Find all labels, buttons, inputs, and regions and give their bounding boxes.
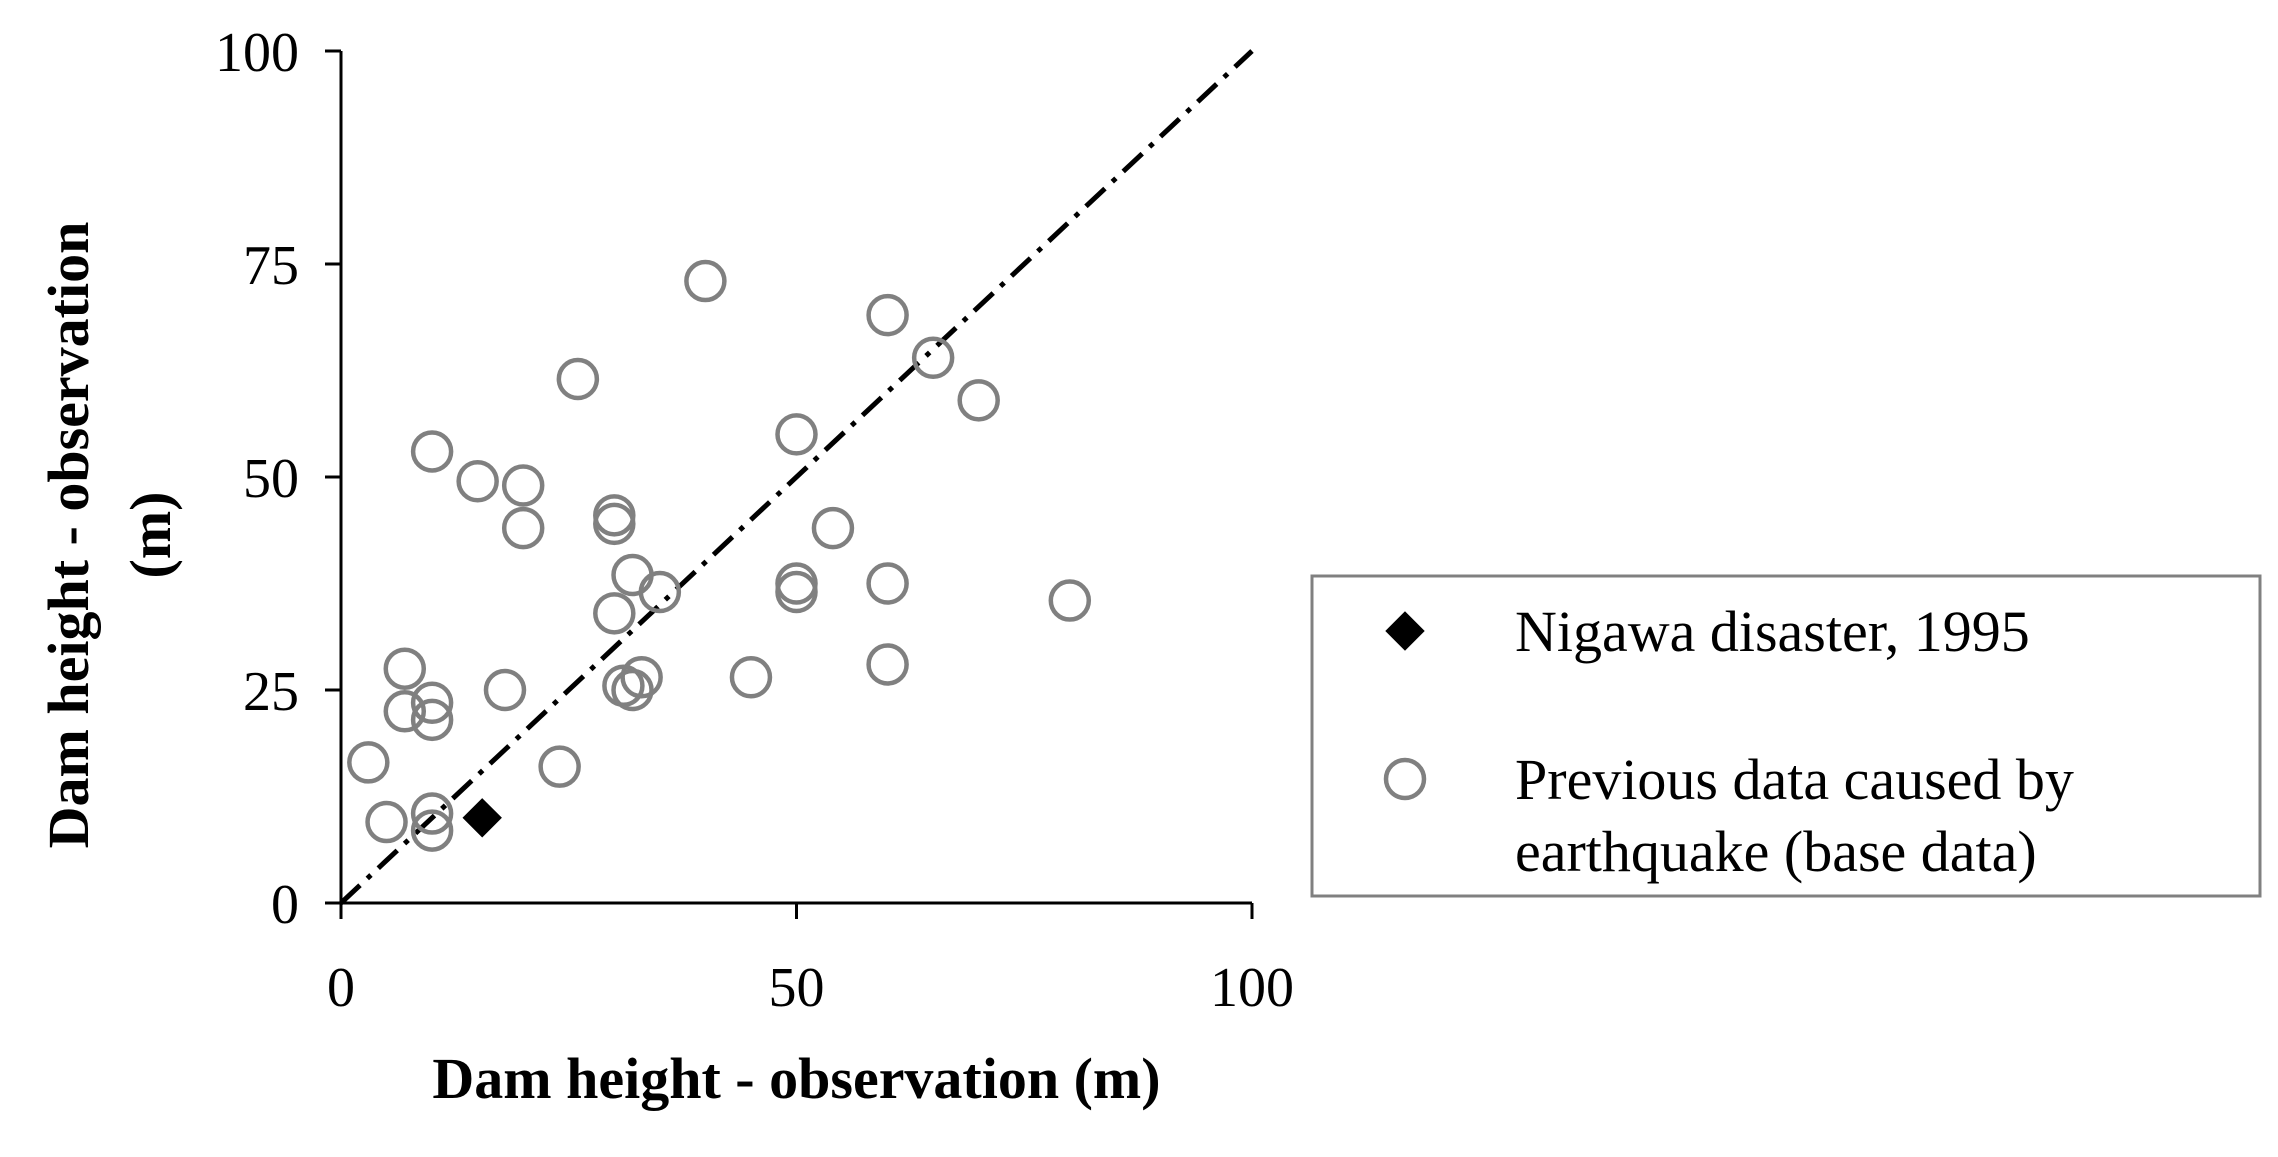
y-axis-title-line: Dam height - observation [36, 222, 101, 849]
series-group [462, 798, 502, 838]
y-tick-label: 50 [243, 448, 299, 510]
data-point [775, 562, 818, 605]
legend: Nigawa disaster, 1995 Previous data cause… [1310, 574, 2262, 898]
data-point [347, 741, 390, 784]
data-point [775, 570, 818, 614]
data-point [593, 494, 636, 537]
data-point [410, 430, 454, 473]
data-point [383, 647, 427, 690]
data-point [410, 681, 454, 725]
y-tick-label: 75 [243, 235, 299, 297]
data-point [365, 800, 408, 844]
y-tick-label: 0 [271, 874, 299, 936]
data-point [1048, 579, 1092, 622]
data-point [684, 259, 727, 303]
data-point [462, 798, 502, 838]
reference-line-1to1 [339, 49, 1254, 905]
plot-area [339, 49, 1254, 905]
data-point [410, 792, 454, 835]
data-point [620, 655, 663, 699]
data-point [811, 506, 855, 550]
data-point [501, 464, 545, 507]
data-point [501, 506, 545, 550]
data-point [410, 698, 454, 742]
data-point [593, 502, 636, 546]
x-tick-label: 0 [327, 957, 355, 1019]
y-axis-title-line: (m) [118, 492, 183, 579]
data-marks [347, 259, 1092, 852]
legend-label: earthquake (base data) [1515, 819, 2037, 884]
data-point [866, 562, 909, 605]
legend-label: Nigawa disaster, 1995 [1515, 599, 2030, 664]
data-point [611, 553, 654, 597]
data-point [611, 668, 654, 712]
axes: 0 25 50 75 100 0 50 100 Dam height - observation… [36, 22, 1294, 1111]
data-point [866, 643, 909, 686]
legend-marker [1385, 611, 1425, 651]
data-point [538, 745, 581, 788]
data-point [383, 690, 427, 733]
legend-marker [1383, 757, 1427, 801]
legend-label: Previous data caused by [1515, 747, 2074, 812]
data-point [483, 668, 527, 712]
data-point [729, 655, 773, 699]
data-point [410, 809, 454, 852]
data-point [866, 293, 909, 337]
x-tick-label: 100 [1210, 957, 1294, 1019]
data-point [638, 570, 682, 614]
y-tick-label: 25 [243, 661, 299, 723]
data-point [556, 357, 600, 401]
data-point [775, 413, 818, 456]
x-tick-label: 50 [769, 957, 825, 1019]
data-point [456, 460, 499, 503]
data-point [957, 379, 1000, 422]
legend-box [1310, 574, 2262, 898]
series-group [347, 259, 1092, 852]
data-point [593, 592, 636, 635]
y-tick-label: 100 [215, 22, 299, 84]
data-point [911, 336, 955, 379]
x-axis-title: Dam height - observation (m) [432, 1046, 1160, 1111]
